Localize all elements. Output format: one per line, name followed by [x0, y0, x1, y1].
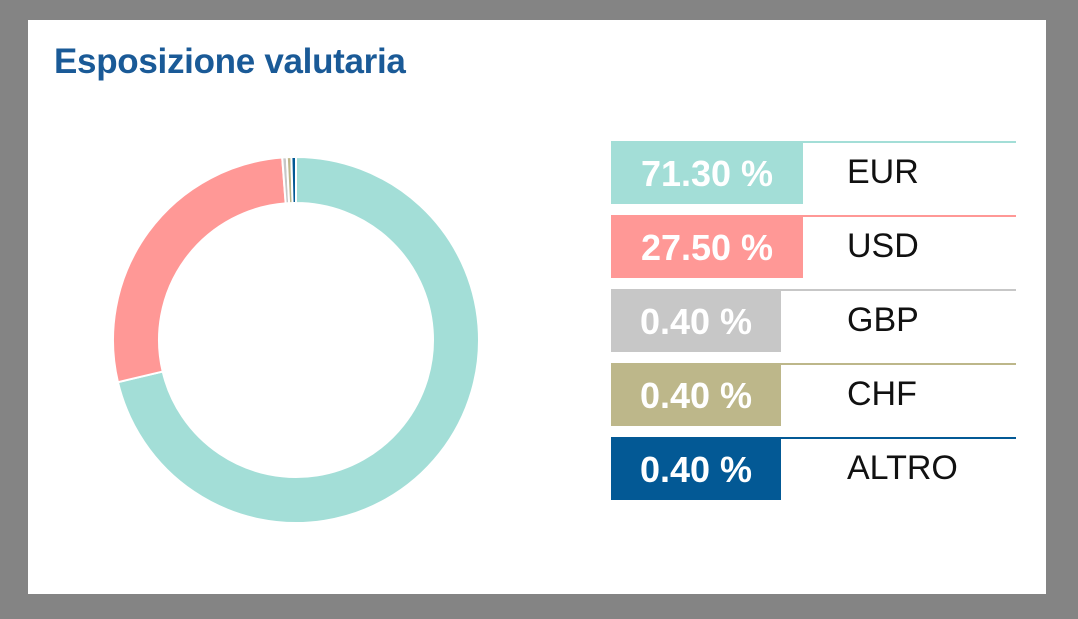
legend-line [611, 215, 1016, 217]
legend-row-eur: 71.30 % EUR [611, 141, 1016, 204]
donut-slice-usd [112, 156, 287, 384]
chart-legend: 71.30 % EUR 27.50 % USD 0.40 % GBP 0.40 … [611, 141, 1016, 511]
legend-row-altro: 0.40 % ALTRO [611, 437, 1016, 500]
legend-line [611, 363, 1016, 365]
legend-label-eur: EUR [847, 153, 919, 191]
legend-label-gbp: GBP [847, 301, 919, 339]
legend-value-altro: 0.40 % [611, 439, 781, 500]
chart-title: Esposizione valutaria [54, 42, 406, 81]
legend-row-chf: 0.40 % CHF [611, 363, 1016, 426]
legend-value-eur: 71.30 % [611, 143, 803, 204]
legend-label-chf: CHF [847, 375, 917, 413]
legend-row-usd: 27.50 % USD [611, 215, 1016, 278]
legend-value-chf: 0.40 % [611, 365, 781, 426]
donut-slice-eur [116, 155, 480, 524]
legend-line [611, 141, 1016, 143]
legend-row-gbp: 0.40 % GBP [611, 289, 1016, 352]
legend-line [611, 289, 1016, 291]
donut-slice-altro [290, 155, 297, 205]
legend-label-altro: ALTRO [847, 449, 958, 487]
chart-card: Esposizione valutaria 71.30 % EUR 27.50 … [28, 20, 1046, 594]
legend-label-usd: USD [847, 227, 919, 265]
donut-chart [112, 155, 480, 524]
legend-line [611, 437, 1016, 439]
legend-value-usd: 27.50 % [611, 217, 803, 278]
legend-value-gbp: 0.40 % [611, 291, 781, 352]
